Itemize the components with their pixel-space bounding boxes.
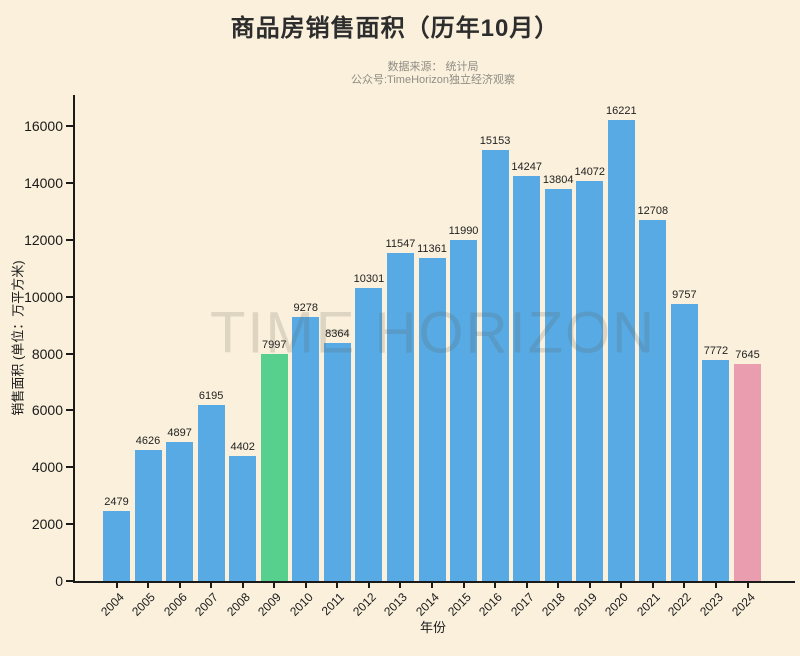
bar-2017 bbox=[513, 176, 541, 581]
bar-value-label-2005: 4626 bbox=[135, 434, 161, 447]
x-axis-tick bbox=[557, 583, 560, 588]
bar-2005 bbox=[134, 449, 162, 581]
x-axis-tick bbox=[462, 583, 465, 588]
bar-value-label-2007: 6195 bbox=[198, 389, 224, 402]
x-axis-tick bbox=[304, 583, 307, 588]
y-axis-tick bbox=[66, 295, 73, 298]
x-axis-tick bbox=[147, 583, 150, 588]
bar-2009 bbox=[260, 353, 288, 581]
bar-value-label-2024: 7645 bbox=[735, 348, 760, 361]
bar-value-label-2014: 11361 bbox=[417, 243, 447, 256]
y-axis-tick-label: 0 bbox=[55, 573, 63, 589]
y-axis-tick-label: 12000 bbox=[24, 231, 63, 248]
bar-value-label-2008: 4402 bbox=[230, 440, 255, 453]
bar-value-label-2023: 7772 bbox=[703, 345, 729, 358]
subtitle-account-line: 公众号:TimeHorizon独立经济观察 bbox=[351, 74, 515, 86]
bar-2011 bbox=[323, 343, 351, 581]
y-axis-tick bbox=[66, 238, 73, 241]
y-axis-tick-label: 2000 bbox=[31, 516, 63, 533]
bar-2007 bbox=[197, 404, 225, 581]
bar-2006 bbox=[166, 441, 194, 581]
x-axis-tick bbox=[746, 583, 749, 588]
y-axis-tick bbox=[66, 125, 73, 128]
bar-value-label-2018: 13804 bbox=[542, 173, 574, 186]
x-axis-tick bbox=[178, 583, 181, 588]
bar-value-label-2021: 12708 bbox=[637, 204, 669, 217]
x-axis-tick bbox=[210, 583, 213, 588]
y-axis-tick-label: 16000 bbox=[24, 118, 63, 135]
x-axis-tick bbox=[367, 583, 370, 588]
y-axis-tick-label: 6000 bbox=[31, 402, 63, 419]
bar-2018 bbox=[544, 188, 572, 581]
x-axis-tick bbox=[399, 583, 402, 588]
x-axis-title: 年份 bbox=[419, 620, 447, 635]
bar-value-label-2017: 14247 bbox=[511, 161, 542, 174]
bar-value-label-2004: 2479 bbox=[104, 495, 129, 508]
bar-2010 bbox=[292, 317, 320, 581]
plot-area: 0 2000 4000 6000 8000 10000 12000 14000 16000 247… bbox=[24, 95, 795, 619]
y-axis-tick bbox=[66, 580, 73, 582]
x-axis-tick bbox=[336, 583, 339, 588]
bar-2020 bbox=[607, 119, 635, 581]
bar-2019 bbox=[576, 181, 604, 581]
y-axis-spine bbox=[73, 95, 75, 583]
bar-value-label-2009: 7997 bbox=[262, 338, 287, 351]
x-axis-tick bbox=[431, 583, 433, 588]
y-axis-tick bbox=[66, 466, 73, 469]
chart-subtitle: 数据来源： 统计局 公众号:TimeHorizon独立经济观察 bbox=[66, 61, 800, 87]
bar-value-label-2020: 16221 bbox=[606, 104, 637, 117]
bar-2013 bbox=[386, 252, 414, 581]
y-axis-title: 销售面积 (单位：万平方米) bbox=[10, 260, 26, 416]
x-axis-tick bbox=[683, 583, 686, 588]
x-axis-tick bbox=[273, 583, 276, 588]
y-axis-tick bbox=[66, 182, 73, 185]
bar-2015 bbox=[450, 240, 478, 581]
bar-2022 bbox=[670, 303, 698, 581]
y-axis-tick bbox=[66, 523, 73, 526]
x-axis-spine bbox=[73, 581, 795, 583]
y-axis-tick bbox=[66, 409, 73, 412]
bar-2008 bbox=[229, 455, 257, 581]
y-axis-tick-label: 14000 bbox=[24, 175, 63, 192]
chart-canvas: 商品房销售面积（历年10月） 数据来源： 统计局 公众号:TimeHorizon… bbox=[10, 15, 800, 635]
bar-2004 bbox=[103, 510, 130, 581]
bar-value-label-2010: 9278 bbox=[293, 302, 319, 315]
y-axis-tick bbox=[66, 352, 73, 355]
bar-value-label-2012: 10301 bbox=[353, 273, 385, 286]
bar-2023 bbox=[702, 360, 730, 581]
x-axis-tick bbox=[241, 583, 244, 588]
bar-value-label-2011: 8364 bbox=[325, 328, 350, 341]
bar-2021 bbox=[639, 219, 667, 581]
x-axis-tick bbox=[588, 583, 591, 588]
chart-title: 商品房销售面积（历年10月） bbox=[230, 15, 560, 42]
bar-value-label-2019: 14072 bbox=[574, 166, 606, 179]
bar-value-label-2006: 4897 bbox=[167, 426, 192, 439]
subtitle-source-line: 数据来源： 统计局 bbox=[387, 61, 479, 73]
bar-2014 bbox=[418, 258, 446, 581]
bar-value-label-2016: 15153 bbox=[479, 135, 511, 148]
bar-value-label-2015: 11990 bbox=[448, 225, 479, 238]
x-axis-tick bbox=[115, 583, 118, 588]
bar-2012 bbox=[355, 288, 383, 581]
y-axis-tick-label: 8000 bbox=[31, 345, 63, 362]
x-axis-tick bbox=[525, 583, 528, 588]
y-axis-tick-label: 4000 bbox=[31, 459, 63, 476]
x-axis-tick bbox=[651, 583, 654, 588]
bar-2024 bbox=[734, 363, 761, 581]
y-axis-tick-label: 10000 bbox=[24, 288, 63, 305]
bar-value-label-2013: 11547 bbox=[385, 237, 416, 250]
bar-2016 bbox=[481, 150, 509, 581]
x-axis-tick bbox=[620, 583, 623, 588]
bar-value-label-2022: 9757 bbox=[672, 288, 697, 301]
x-axis-tick bbox=[494, 583, 497, 588]
x-axis-tick bbox=[714, 583, 717, 588]
